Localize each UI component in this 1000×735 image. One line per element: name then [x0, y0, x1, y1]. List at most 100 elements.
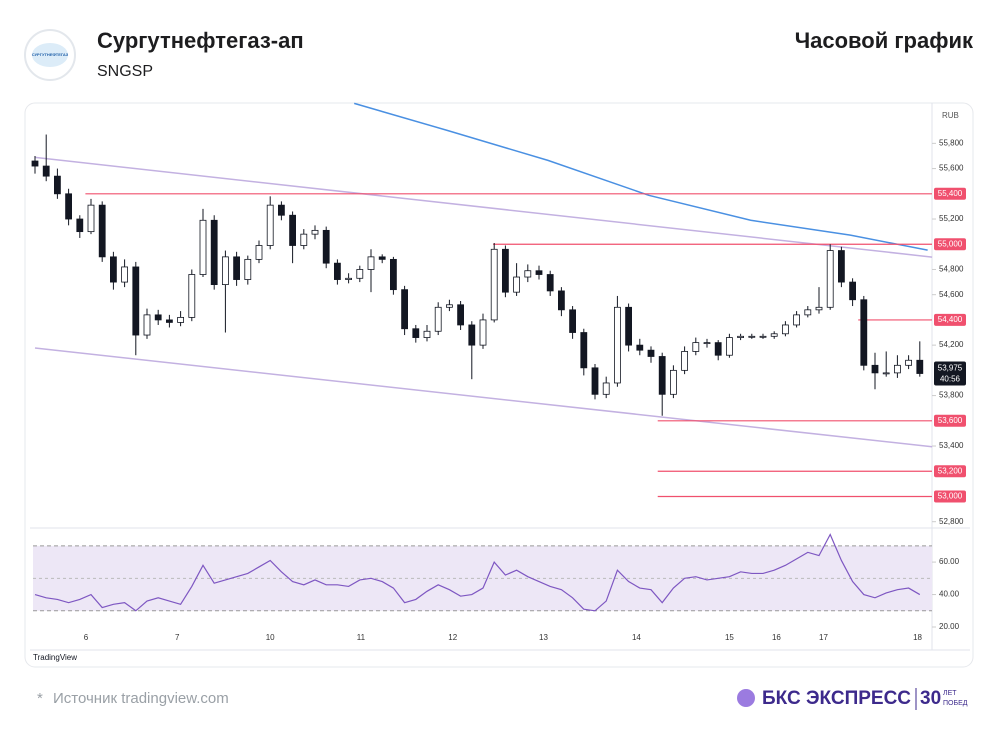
candle-body	[524, 270, 532, 278]
level-label: 54,400	[938, 315, 963, 324]
candle-body	[221, 256, 229, 286]
y-tick-label: 55,800	[939, 138, 964, 147]
candle-body	[110, 256, 117, 283]
x-tick-label: 15	[725, 633, 734, 642]
candle-body	[580, 332, 588, 369]
level-label: 55,000	[938, 239, 963, 248]
logo-text: СУРГУТНЕФТЕГАЗ	[32, 52, 69, 57]
level-tag	[934, 465, 966, 478]
source: Источник tradingview.com	[53, 690, 229, 707]
candle-body	[333, 262, 341, 280]
candle-body	[714, 342, 722, 356]
candle-body	[31, 160, 39, 167]
brand-years-2: ПОБЕД	[943, 700, 968, 707]
candle-body	[266, 204, 274, 246]
candle-body	[894, 364, 901, 374]
moving-average	[353, 102, 928, 251]
candle-body	[748, 335, 756, 338]
x-tick-label: 16	[772, 633, 781, 642]
rsi-tick-label: 20.00	[939, 622, 960, 631]
candle-body	[535, 270, 543, 275]
watermark: TradingView	[33, 653, 77, 662]
candle-body	[378, 256, 386, 260]
candle-body	[121, 266, 128, 283]
brand-years-1: ЛЕТ	[943, 690, 957, 697]
candle-body	[871, 364, 879, 374]
x-tick-label: 10	[266, 633, 275, 642]
candle-body	[670, 369, 677, 395]
candle-body	[42, 165, 50, 177]
candle-body	[457, 304, 465, 326]
candle-body	[177, 316, 185, 323]
candle-body	[916, 359, 924, 374]
candle-body	[692, 342, 700, 352]
candle-body	[87, 204, 95, 233]
rsi-tick-label: 60.00	[939, 557, 960, 566]
candle-body	[345, 277, 353, 280]
x-tick-label: 7	[175, 633, 180, 642]
candle-body	[389, 258, 397, 291]
candle-body	[647, 349, 655, 357]
last-price-label: 53,975	[938, 364, 963, 373]
level-tag	[934, 238, 966, 251]
x-tick-label: 14	[632, 633, 641, 642]
footnote-star: *	[37, 690, 43, 707]
candle-body	[401, 289, 409, 330]
candle-body	[501, 248, 509, 293]
level-tag	[934, 490, 966, 503]
candle-body	[849, 281, 856, 301]
level-label: 53,600	[938, 416, 963, 425]
level-tag	[934, 187, 966, 200]
rsi-tick-label: 40.00	[939, 590, 960, 599]
candle-body	[322, 229, 330, 264]
candle-body	[165, 319, 173, 323]
brand-logo	[737, 689, 755, 707]
candle-body	[199, 219, 207, 275]
candle-body	[513, 276, 520, 293]
last-price-tag	[934, 361, 966, 386]
candle-body	[546, 274, 554, 292]
x-tick-label: 18	[913, 633, 922, 642]
candle-body	[838, 250, 845, 283]
candle-body	[289, 214, 297, 246]
x-tick-label: 12	[448, 633, 457, 642]
candle-body	[132, 266, 140, 336]
title: Сургутнефтегаз-ап	[97, 28, 304, 53]
candle-body	[602, 382, 610, 395]
candle-body	[882, 372, 890, 375]
candle-body	[434, 306, 442, 332]
x-tick-label: 17	[819, 633, 828, 642]
plot: RUB 55,800 55,600 55,200 54,800 54,600 54,200 5…	[30, 102, 970, 662]
y-tick-label: 53,400	[939, 441, 964, 450]
candle-body	[255, 245, 263, 260]
level-label: 53,200	[938, 466, 963, 475]
y-tick-label: 52,800	[939, 517, 964, 526]
candle-body	[591, 367, 599, 395]
candle-body	[703, 342, 711, 345]
candle-body	[98, 204, 106, 258]
candle-body	[412, 328, 420, 338]
candle-body	[277, 204, 285, 216]
x-tick-label: 6	[84, 633, 89, 642]
candle-body	[300, 233, 308, 246]
candle-body	[905, 359, 912, 366]
candle-body	[65, 193, 72, 220]
y-tick-label: 54,200	[939, 340, 964, 349]
trendline	[34, 156, 933, 258]
level-tag	[934, 313, 966, 326]
level-label: 55,400	[938, 189, 963, 198]
candle-body	[468, 324, 476, 346]
candle-body	[479, 319, 487, 346]
candle-body	[76, 218, 84, 233]
candle-body	[770, 333, 778, 337]
candle-body	[793, 314, 800, 326]
brand: БКС ЭКСПРЕСС	[762, 688, 911, 709]
candle-body	[143, 314, 151, 336]
candle-body	[154, 314, 162, 321]
candle-body	[636, 344, 644, 351]
candle-body	[54, 175, 61, 195]
candle-body	[356, 269, 364, 279]
candle-body	[815, 306, 823, 311]
